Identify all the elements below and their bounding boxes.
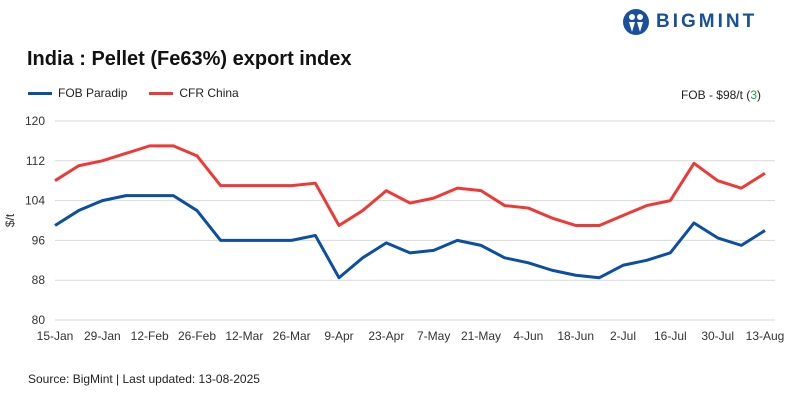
x-tick-label: 21-May (461, 329, 501, 343)
x-tick-label: 26-Mar (273, 329, 311, 343)
fob-note: FOB - $98/t (3) (681, 88, 761, 102)
x-tick-label: 26-Feb (178, 329, 216, 343)
chart-title: India : Pellet (Fe63%) export index (27, 48, 352, 70)
x-tick-label: 16-Jul (654, 329, 687, 343)
y-tick-label: 80 (32, 313, 46, 327)
logo-text: BIGMINT (656, 11, 758, 32)
note-prefix: FOB - $98/t ( (680, 88, 751, 102)
y-tick-label: 112 (26, 154, 45, 168)
legend-item-cfr: CFR China (149, 86, 239, 100)
y-tick-label: 88 (32, 273, 46, 287)
y-tick-label: 104 (25, 194, 45, 208)
x-tick-label: 9-Apr (324, 329, 353, 343)
legend-label: FOB Paradip (58, 86, 128, 100)
bigmint-logo: BIGMINT (622, 8, 757, 36)
x-tick-label: 13-Aug (746, 329, 785, 343)
legend-swatch (28, 91, 52, 95)
y-axis-label: $/t (3, 213, 17, 227)
x-tick-label: 12-Feb (131, 329, 169, 343)
series-line-cfr-china (54, 144, 766, 227)
x-tick-label: 23-Apr (368, 329, 404, 343)
x-tick-label: 2-Jul (610, 329, 636, 343)
legend-swatch (149, 91, 174, 95)
note-change: 3 (750, 88, 757, 102)
x-tick-label: 29-Jan (84, 329, 121, 343)
x-tick-label: 4-Jun (513, 329, 543, 343)
x-tick-label: 7-May (417, 329, 450, 343)
series-line-fob-paradip (54, 194, 766, 280)
legend: FOB Paradip CFR China (28, 86, 239, 100)
x-tick-label: 30-Jul (701, 329, 734, 343)
source-text: Source: BigMint | Last updated: 13-08-20… (28, 372, 260, 386)
y-tick-label: 96 (32, 233, 46, 247)
x-tick-label: 12-Mar (225, 329, 263, 343)
legend-item-fob: FOB Paradip (28, 86, 127, 100)
note-suffix: ) (757, 88, 761, 102)
bigmint-logo-icon (623, 9, 649, 35)
x-tick-label: 18-Jun (557, 329, 594, 343)
legend-label: CFR China (179, 86, 239, 100)
x-tick-label: 15-Jan (37, 329, 74, 343)
y-tick-label: 120 (25, 114, 45, 128)
